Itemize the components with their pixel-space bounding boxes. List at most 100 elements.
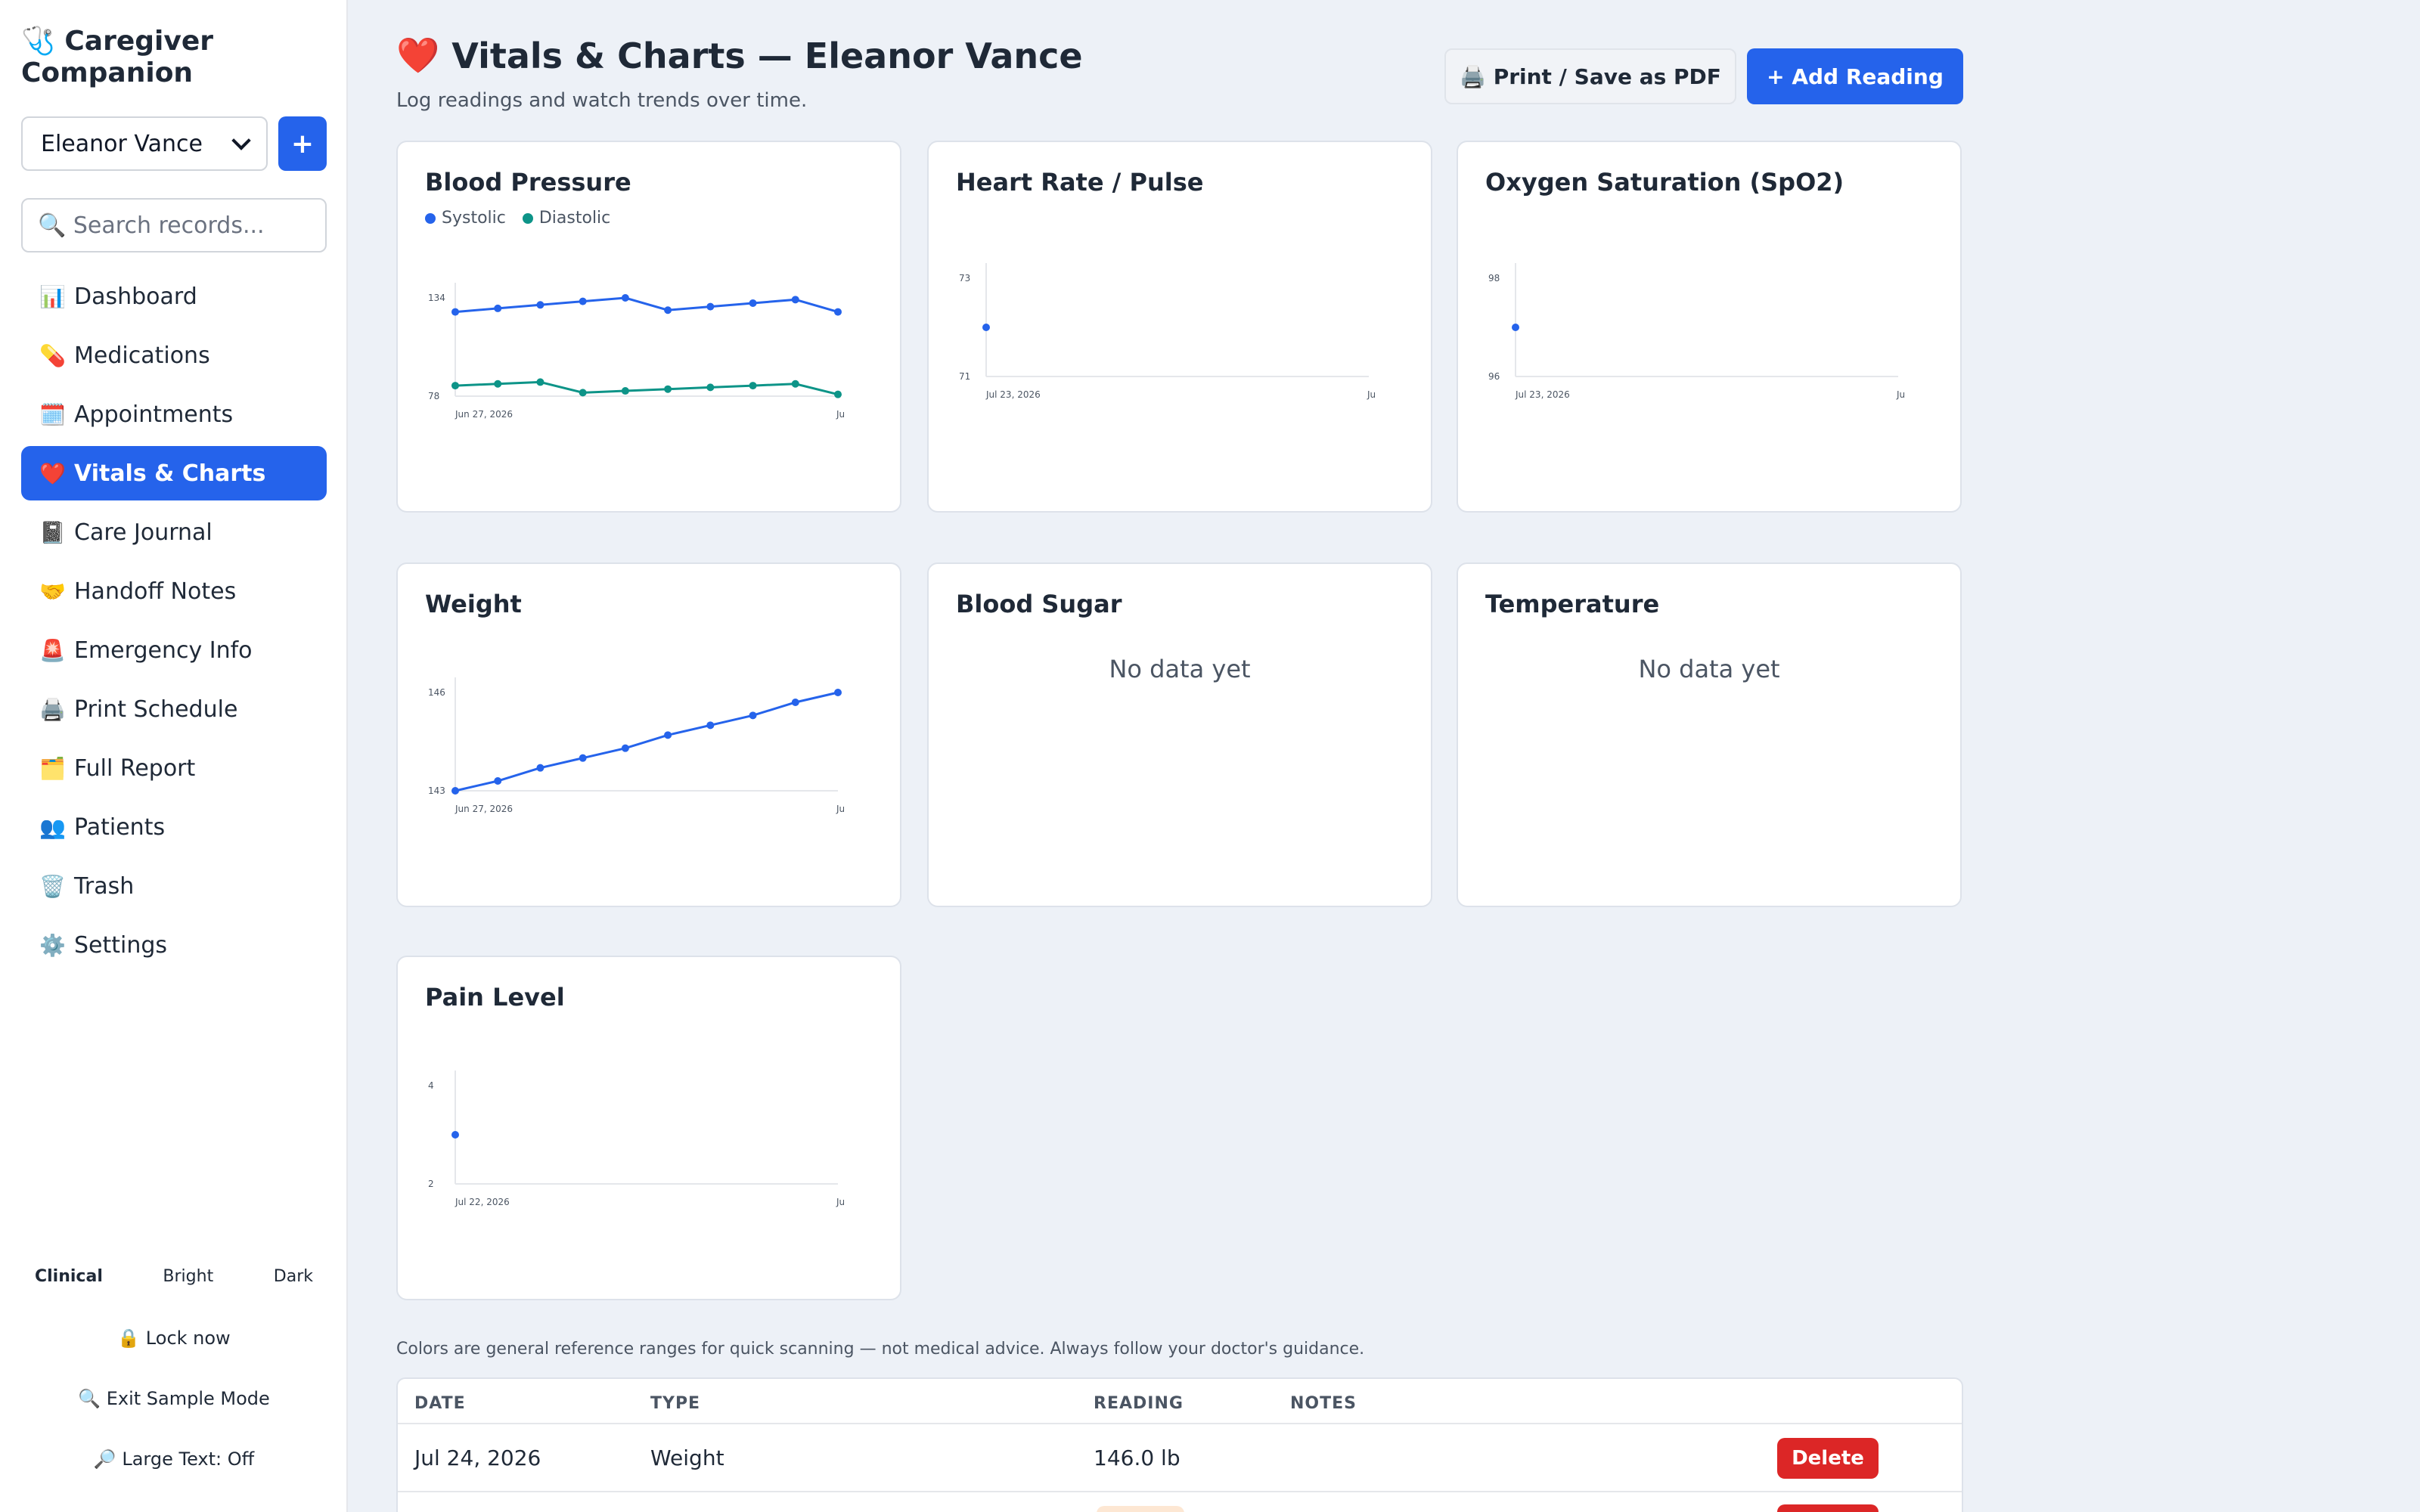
data-point: [982, 324, 990, 331]
disclaimer-text: Colors are general reference ranges for …: [396, 1340, 1365, 1359]
sidebar-item-label: Appointments: [74, 401, 234, 428]
column-header-notes: NOTES: [1290, 1394, 1357, 1413]
data-point: [621, 387, 629, 395]
column-header-type: TYPE: [650, 1394, 701, 1413]
chart-legend: Systolic Diastolic: [425, 209, 610, 228]
delete-button[interactable]: [1777, 1504, 1879, 1512]
card-title: Heart Rate / Pulse: [956, 168, 1204, 197]
legend-dot: [425, 213, 436, 224]
app-brand: 🩺 Caregiver Companion: [21, 26, 213, 88]
theme-dark[interactable]: Dark: [273, 1267, 313, 1286]
x-tick-label: Jul 23, 2026: [1515, 389, 1570, 400]
data-point: [621, 744, 629, 752]
siren-icon: 🚨: [39, 637, 66, 663]
card-title: Blood Sugar: [956, 590, 1122, 618]
series-line: [455, 691, 839, 792]
patient-select[interactable]: Eleanor Vance: [21, 116, 268, 171]
lock-now-button[interactable]: 🔒 Lock now: [117, 1328, 231, 1349]
calendar-icon: 🗓️: [39, 401, 66, 427]
y-tick-label: 134: [428, 293, 445, 303]
card-pain-level: Pain Level 4 2 Jul 22, 2026 Jul 22, 2026: [396, 956, 901, 1300]
data-point: [834, 390, 842, 398]
heart-icon: ❤️: [39, 460, 66, 486]
x-tick-label: Jul 23, 2026: [985, 389, 1041, 400]
data-point: [834, 308, 842, 316]
data-point: [451, 1131, 459, 1139]
data-point: [834, 689, 842, 696]
sidebar: 🩺 Caregiver Companion Eleanor Vance + 🔍 …: [0, 0, 348, 1512]
heart-icon: ❤️: [396, 35, 440, 76]
sidebar-item-print-schedule[interactable]: 🖨️ Print Schedule: [21, 682, 327, 736]
sidebar-item-label: Vitals & Charts: [74, 460, 266, 487]
print-pdf-button[interactable]: 🖨️ Print / Save as PDF: [1444, 48, 1736, 104]
search-input[interactable]: 🔍 Search records...: [21, 198, 327, 253]
large-text-toggle[interactable]: 🔎 Large Text: Off: [93, 1448, 255, 1470]
cell-reading: 146.0 lb: [1094, 1445, 1181, 1470]
exit-sample-mode-button[interactable]: 🔍 Exit Sample Mode: [78, 1388, 270, 1409]
sidebar-item-settings[interactable]: ⚙️ Settings: [21, 918, 327, 972]
data-point: [749, 382, 757, 390]
sidebar-item-label: Handoff Notes: [74, 578, 237, 605]
add-reading-button[interactable]: + Add Reading: [1747, 48, 1963, 104]
add-patient-button[interactable]: +: [278, 116, 327, 171]
people-icon: 👥: [39, 814, 66, 840]
patient-select-value: Eleanor Vance: [41, 130, 203, 157]
y-tick-label: 98: [1488, 273, 1500, 284]
card-title: Oxygen Saturation (SpO2): [1485, 168, 1844, 197]
cell-date: Jul 24, 2026: [414, 1445, 541, 1470]
card-title: Pain Level: [425, 983, 565, 1012]
y-tick-label: 4: [428, 1080, 434, 1091]
sidebar-item-full-report[interactable]: 🗂️ Full Report: [21, 741, 327, 795]
spo2-chart: 98 96 Jul 23, 2026 Jul 23, 2026: [1488, 263, 1904, 400]
data-point: [494, 304, 502, 312]
y-tick-label: 71: [959, 371, 970, 382]
data-point: [749, 711, 757, 720]
sidebar-item-label: Print Schedule: [74, 696, 238, 723]
sidebar-item-patients[interactable]: 👥 Patients: [21, 800, 327, 854]
sidebar-item-appointments[interactable]: 🗓️ Appointments: [21, 387, 327, 442]
data-point: [664, 385, 672, 393]
data-point: [664, 731, 672, 739]
data-point: [451, 308, 459, 316]
data-point: [791, 699, 799, 706]
sidebar-item-medications[interactable]: 💊 Medications: [21, 328, 327, 383]
search-placeholder: 🔍 Search records...: [38, 212, 265, 239]
data-point: [579, 389, 587, 397]
card-blood-sugar: Blood Sugar No data yet: [927, 562, 1432, 907]
x-tick-label: Jul 22, 2026: [836, 1197, 844, 1207]
x-tick-label: Jul 24, 2026: [836, 804, 844, 814]
y-tick-label: 73: [959, 273, 970, 284]
legend-item-diastolic: Diastolic: [522, 209, 610, 228]
sidebar-item-dashboard[interactable]: 📊 Dashboard: [21, 269, 327, 324]
bp-chart: 134 78 Jun 27, 2026 Jul 24, 2026: [428, 283, 844, 420]
card-blood-pressure: Blood Pressure Systolic Diastolic 134 78 J…: [396, 141, 901, 513]
sidebar-nav: 📊 Dashboard 💊 Medications 🗓️ Appointments ❤…: [21, 269, 327, 977]
sidebar-item-emergency-info[interactable]: 🚨 Emergency Info: [21, 623, 327, 677]
sidebar-item-vitals[interactable]: ❤️ Vitals & Charts: [21, 446, 327, 500]
data-point: [1512, 324, 1519, 331]
card-temperature: Temperature No data yet: [1457, 562, 1962, 907]
sidebar-item-label: Full Report: [74, 754, 196, 782]
cell-type: Weight: [650, 1445, 724, 1470]
x-tick-label: Jun 27, 2026: [455, 409, 513, 420]
sidebar-item-trash[interactable]: 🗑️ Trash: [21, 859, 327, 913]
x-tick-label: Jul 24, 2026: [836, 409, 844, 420]
y-tick-label: 146: [428, 687, 445, 698]
y-tick-label: 78: [428, 391, 439, 401]
data-point: [749, 299, 757, 307]
data-point: [451, 787, 459, 795]
delete-button[interactable]: Delete: [1777, 1438, 1879, 1479]
weight-chart: 146 143 Jun 27, 2026 Jul 24, 2026: [428, 677, 844, 814]
y-tick-label: 143: [428, 785, 445, 796]
data-point: [494, 777, 502, 785]
sidebar-item-care-journal[interactable]: 📓 Care Journal: [21, 505, 327, 559]
series-line: [455, 296, 839, 314]
data-point: [579, 297, 587, 305]
theme-clinical[interactable]: Clinical: [35, 1267, 103, 1286]
card-title: Blood Pressure: [425, 168, 631, 197]
status-badge: [1097, 1506, 1184, 1512]
data-point: [621, 294, 629, 302]
gear-icon: ⚙️: [39, 932, 66, 958]
sidebar-item-handoff-notes[interactable]: 🤝 Handoff Notes: [21, 564, 327, 618]
theme-bright[interactable]: Bright: [163, 1267, 214, 1286]
